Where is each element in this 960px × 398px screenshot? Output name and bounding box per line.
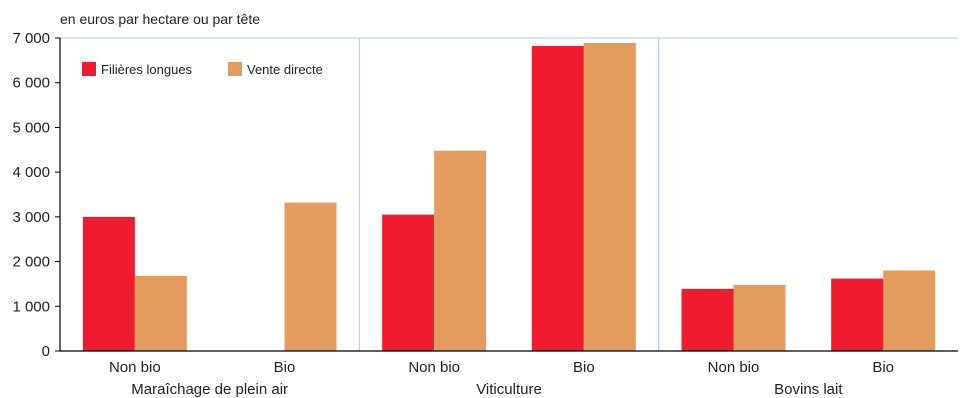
x-axis-labels: Non bio Bio Non bio Bio Non bio Bio Maraîchage… (109, 359, 894, 398)
bar (284, 202, 337, 351)
y-tick-label: 7 000 (12, 30, 50, 47)
axes (59, 38, 958, 352)
x-tick-label: Bio (274, 359, 296, 376)
legend-swatch (228, 62, 242, 76)
x-tick-label: Bio (573, 359, 595, 376)
legend-label: Filières longues (101, 62, 193, 77)
bars (82, 42, 936, 351)
x-tick-label: Non bio (109, 359, 161, 376)
bar (883, 270, 936, 351)
bar (382, 214, 435, 351)
bar (583, 42, 636, 351)
y-tick-label: 0 (42, 343, 50, 360)
x-tick-label: Bio (872, 359, 894, 376)
bar (531, 46, 584, 351)
bar (134, 275, 187, 351)
chart-subtitle: en euros par hectare ou par tête (60, 11, 260, 27)
y-tick-label: 6 000 (12, 75, 50, 92)
legend-swatch (82, 62, 96, 76)
bar (434, 150, 487, 351)
y-tick-label: 5 000 (12, 119, 50, 136)
bar (681, 288, 734, 351)
grid (60, 37, 958, 351)
bar (733, 284, 786, 351)
x-tick-label: Non bio (408, 359, 460, 376)
legend: Filières longues Vente directe (82, 62, 323, 77)
y-tick-label: 4 000 (12, 164, 50, 181)
bar (831, 278, 884, 351)
group-label: Maraîchage de plein air (131, 381, 288, 398)
y-tick-label: 2 000 (12, 254, 50, 271)
legend-label: Vente directe (247, 62, 323, 77)
y-axis-ticks: 7 000 6 000 5 000 4 000 3 000 2 000 1 000 0 (12, 30, 60, 360)
y-tick-label: 1 000 (12, 298, 50, 315)
x-tick-label: Non bio (708, 359, 760, 376)
group-label: Viticulture (476, 381, 542, 398)
group-label: Bovins lait (774, 381, 843, 398)
y-tick-label: 3 000 (12, 209, 50, 226)
bar (82, 216, 135, 351)
